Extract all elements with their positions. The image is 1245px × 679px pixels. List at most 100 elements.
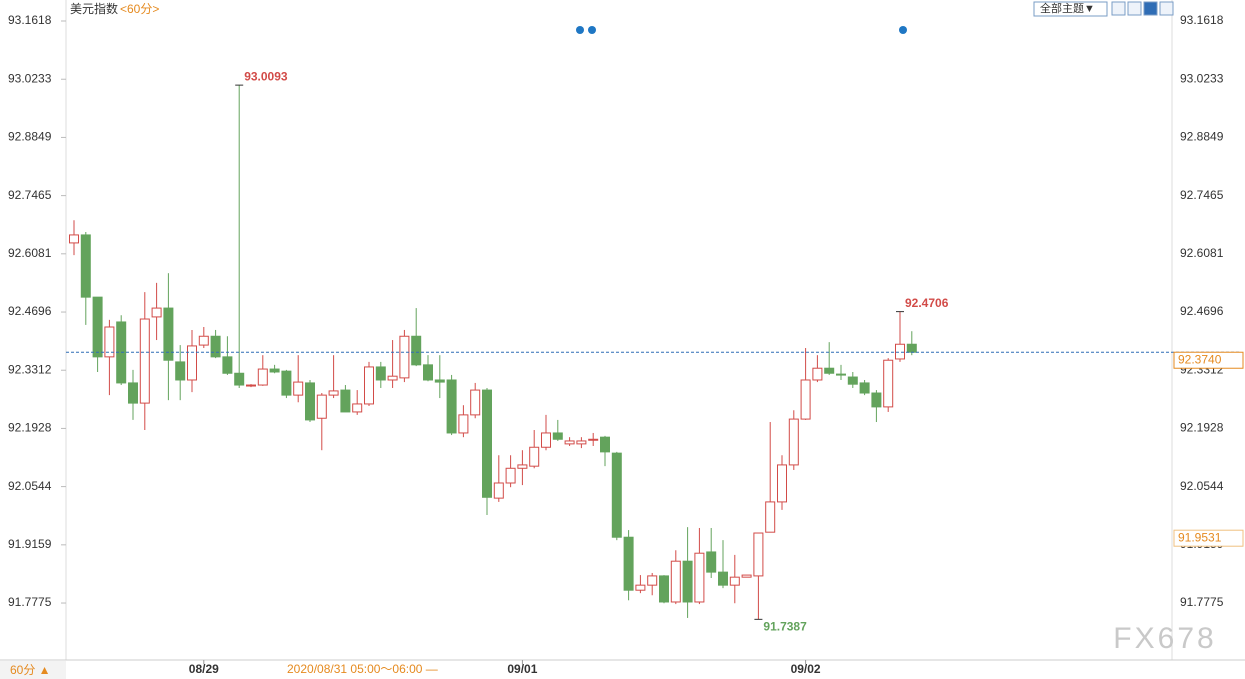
candle-body (800, 379, 811, 420)
candle-body (611, 452, 622, 538)
period-button-label[interactable]: 60分 ▲ (10, 663, 51, 677)
event-dot[interactable] (576, 26, 584, 34)
candle-body (859, 382, 870, 394)
tool-icon[interactable] (1111, 1, 1126, 16)
candle-body (80, 234, 91, 298)
x-tick-label: 09/01 (507, 662, 537, 676)
candle-body (694, 552, 705, 603)
time-range: 2020/08/31 05:00～06:00 — (287, 662, 438, 676)
candle-body (741, 574, 752, 578)
theme-button[interactable] (1033, 1, 1108, 17)
candle-body (777, 464, 787, 503)
y-tick-label: 92.3312 (8, 362, 52, 376)
candle-body (706, 551, 717, 573)
last-price-label: 92.3740 (1178, 352, 1222, 366)
candle-body (588, 438, 599, 441)
candle-body (151, 307, 162, 318)
chart-title: 美元指数 (70, 1, 118, 16)
candle-body (375, 366, 386, 381)
cursor-price-label: 91.9531 (1178, 530, 1222, 544)
candle-body (387, 375, 398, 381)
candle-body (788, 418, 799, 466)
tool-icon[interactable] (1127, 1, 1142, 16)
candle-body (576, 440, 587, 445)
y-tick-label: 92.1928 (8, 421, 52, 435)
x-tick-label: 08/29 (189, 662, 219, 676)
candle-body (187, 345, 197, 381)
y2-tick-label: 92.7465 (1180, 188, 1224, 202)
candle-body (895, 343, 905, 360)
theme-button-label[interactable]: 全部主题▼ (1040, 1, 1095, 15)
candle-body (470, 389, 481, 416)
y-tick-label: 92.8849 (8, 130, 52, 144)
candle-body (659, 575, 669, 603)
candle-body (198, 335, 209, 346)
candle-body (906, 343, 917, 353)
candle-body (352, 403, 363, 413)
candle-body (836, 373, 846, 376)
watermark: FX678 (1113, 622, 1216, 655)
candle-body (175, 361, 186, 381)
candle-body (564, 440, 575, 445)
candle-body (718, 571, 728, 586)
candle-body (411, 335, 422, 366)
candle-body (458, 414, 469, 434)
annotation-label: 92.4706 (905, 296, 949, 310)
tool-icon[interactable] (1159, 1, 1174, 16)
tool-icon[interactable] (1143, 1, 1158, 16)
candle-body (647, 575, 658, 586)
candle-body (69, 234, 79, 244)
candle-body (482, 389, 492, 498)
annotation-label: 93.0093 (244, 69, 288, 83)
last-price-box (1173, 351, 1244, 369)
candle-body (305, 382, 315, 421)
y-tick-label: 92.7465 (8, 188, 52, 202)
candle-body (446, 379, 457, 434)
period-button[interactable] (0, 661, 66, 679)
event-dot[interactable] (899, 26, 907, 34)
candle-body (399, 335, 410, 379)
y-tick-label: 92.6081 (8, 246, 52, 260)
event-dot[interactable] (588, 26, 596, 34)
candle-body (434, 379, 445, 383)
candle-body (293, 381, 304, 396)
candle-body (340, 389, 351, 413)
candle-body (552, 432, 563, 440)
y2-tick-label: 92.0544 (1180, 479, 1224, 493)
candle-body (128, 382, 138, 404)
y2-tick-label: 92.1928 (1180, 421, 1224, 435)
y2-tick-label: 92.8849 (1180, 130, 1224, 144)
candle-body (163, 307, 174, 361)
candle-body (104, 326, 115, 358)
candle-body (883, 359, 894, 408)
candle-body (210, 335, 221, 358)
candle-body (824, 367, 835, 374)
candle-body (517, 464, 528, 469)
y-tick-label: 92.4696 (8, 304, 52, 318)
y-tick-label: 93.0233 (8, 71, 52, 85)
candle-body (623, 536, 634, 591)
candle-body (812, 367, 823, 381)
y2-tick-label: 93.1618 (1180, 13, 1224, 27)
candle-body (257, 368, 268, 386)
candle-body (670, 560, 681, 603)
y2-tick-label: 92.4696 (1180, 304, 1224, 318)
y-tick-label: 91.9159 (8, 537, 52, 551)
y-tick-label: 92.0544 (8, 479, 52, 493)
candle-body (505, 467, 516, 484)
candle-body (871, 392, 882, 408)
y2-tick-label: 91.7775 (1180, 595, 1224, 609)
candle-body (234, 372, 245, 386)
y-tick-label: 91.7775 (8, 595, 52, 609)
candle-body (246, 384, 256, 387)
candle-body (281, 370, 292, 396)
candle-body (139, 318, 150, 404)
candle-body (729, 576, 740, 586)
candle-body (364, 366, 374, 405)
annotation-label: 91.7387 (763, 620, 807, 634)
period-subtitle: <60分> (120, 2, 159, 16)
candle-body (222, 356, 233, 374)
candle-body (92, 296, 103, 358)
